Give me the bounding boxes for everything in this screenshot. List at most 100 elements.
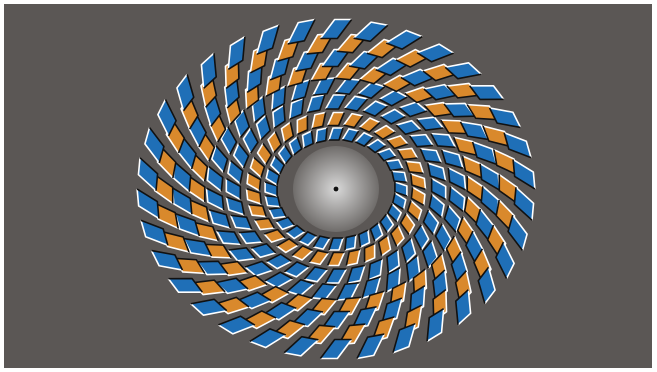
tile-dark-edge [495,241,508,279]
tile-light-edge [301,130,312,148]
illusion-tile [430,177,447,201]
illusion-tile [190,298,228,316]
tile-body [352,306,377,329]
tile-dark-edge [422,209,434,236]
tile-dark-edge [276,238,299,247]
tile-dark-edge [188,198,211,223]
tile-light-edge [503,132,532,158]
tile-dark-edge [171,119,186,154]
tile-dark-edge [298,231,318,242]
tile-dark-edge [469,85,504,101]
tile-dark-edge [260,114,271,141]
illusion-tile [512,158,536,190]
tile-dark-edge [171,187,193,215]
tile-dark-edge [246,62,263,93]
illusion-tile [419,147,443,164]
tile-dark-edge [239,109,251,139]
tile-dark-edge [400,76,435,87]
tile-dark-edge [354,136,374,147]
tile-body [155,203,179,229]
illusion-tile [326,111,346,127]
tile-light-edge [284,266,310,278]
tile-light-edge [255,24,280,55]
tile-light-edge [225,178,241,201]
illusion-tile [208,209,232,229]
tile-dark-edge [409,285,426,316]
tile-body [480,163,500,191]
tile-dark-edge [230,214,253,230]
tile-dark-edge [228,247,256,260]
tile-dark-edge [291,79,311,102]
tile-body [359,118,380,133]
tile-dark-edge [493,149,518,176]
tile-dark-edge [136,188,160,219]
tile-dark-edge [271,85,287,112]
tile-dark-edge [495,199,513,233]
tile-body [368,258,383,280]
tile-light-edge [396,224,405,247]
illusion-tile [362,100,389,117]
tile-light-edge [313,237,331,250]
tile-dark-edge [246,80,260,110]
illusion-tile [280,121,295,144]
illusion-tile [265,253,292,270]
illusion-tile [264,181,278,197]
tile-light-edge [227,160,241,185]
tile-dark-edge [203,243,232,259]
tile-body [483,126,511,147]
tile-light-edge [427,162,447,182]
illusion-tile [346,264,366,285]
tile-dark-edge [304,324,336,343]
tile-dark-edge [262,143,273,165]
tile-dark-edge [254,96,267,124]
tile-dark-edge [337,323,366,346]
tile-dark-edge [190,298,228,312]
tile-body [397,148,418,160]
tile-light-edge [373,124,396,134]
tile-light-edge [326,111,345,126]
tile-light-edge [410,173,427,190]
tile-dark-edge [263,228,286,239]
tile-dark-edge [140,219,169,246]
tile-dark-edge [273,131,283,154]
tile-dark-edge [416,52,454,63]
tile-body [342,128,359,142]
illusion-tile [242,127,259,154]
tile-dark-edge [422,70,457,82]
illusion-tile [144,127,165,164]
tile-dark-edge [381,297,403,325]
tile-dark-edge [315,127,328,144]
tile-body [218,316,255,334]
tile-light-edge [447,167,467,190]
tile-dark-edge [328,237,343,251]
tile-dark-edge [434,223,445,252]
illusion-tile [288,136,303,156]
tile-light-edge [288,97,304,120]
tile-dark-edge [428,194,443,219]
tile-body [499,174,518,204]
tile-light-edge [386,135,409,145]
tile-light-edge [256,143,267,165]
tile-light-edge [391,170,408,183]
tile-light-edge [426,308,445,343]
tile-dark-edge [454,289,469,325]
tile-light-edge [320,339,353,360]
illusion-tile [399,213,416,235]
tile-dark-edge [391,192,404,211]
illusion-tile [315,127,328,144]
tile-dark-edge [229,159,244,184]
tile-dark-edge [459,121,489,141]
tile-dark-edge [377,234,388,256]
tile-dark-edge [268,206,287,217]
illusion-tile [386,135,409,150]
tile-body [325,269,347,283]
tile-dark-edge [440,119,469,135]
illusion-frame [4,4,652,368]
tile-body [405,161,424,174]
illusion-tile [406,200,423,222]
tile-light-edge [296,114,308,135]
tile-light-edge [366,138,387,147]
tile-dark-edge [293,136,303,156]
tile-dark-edge [287,19,316,45]
tile-dark-edge [461,155,484,180]
